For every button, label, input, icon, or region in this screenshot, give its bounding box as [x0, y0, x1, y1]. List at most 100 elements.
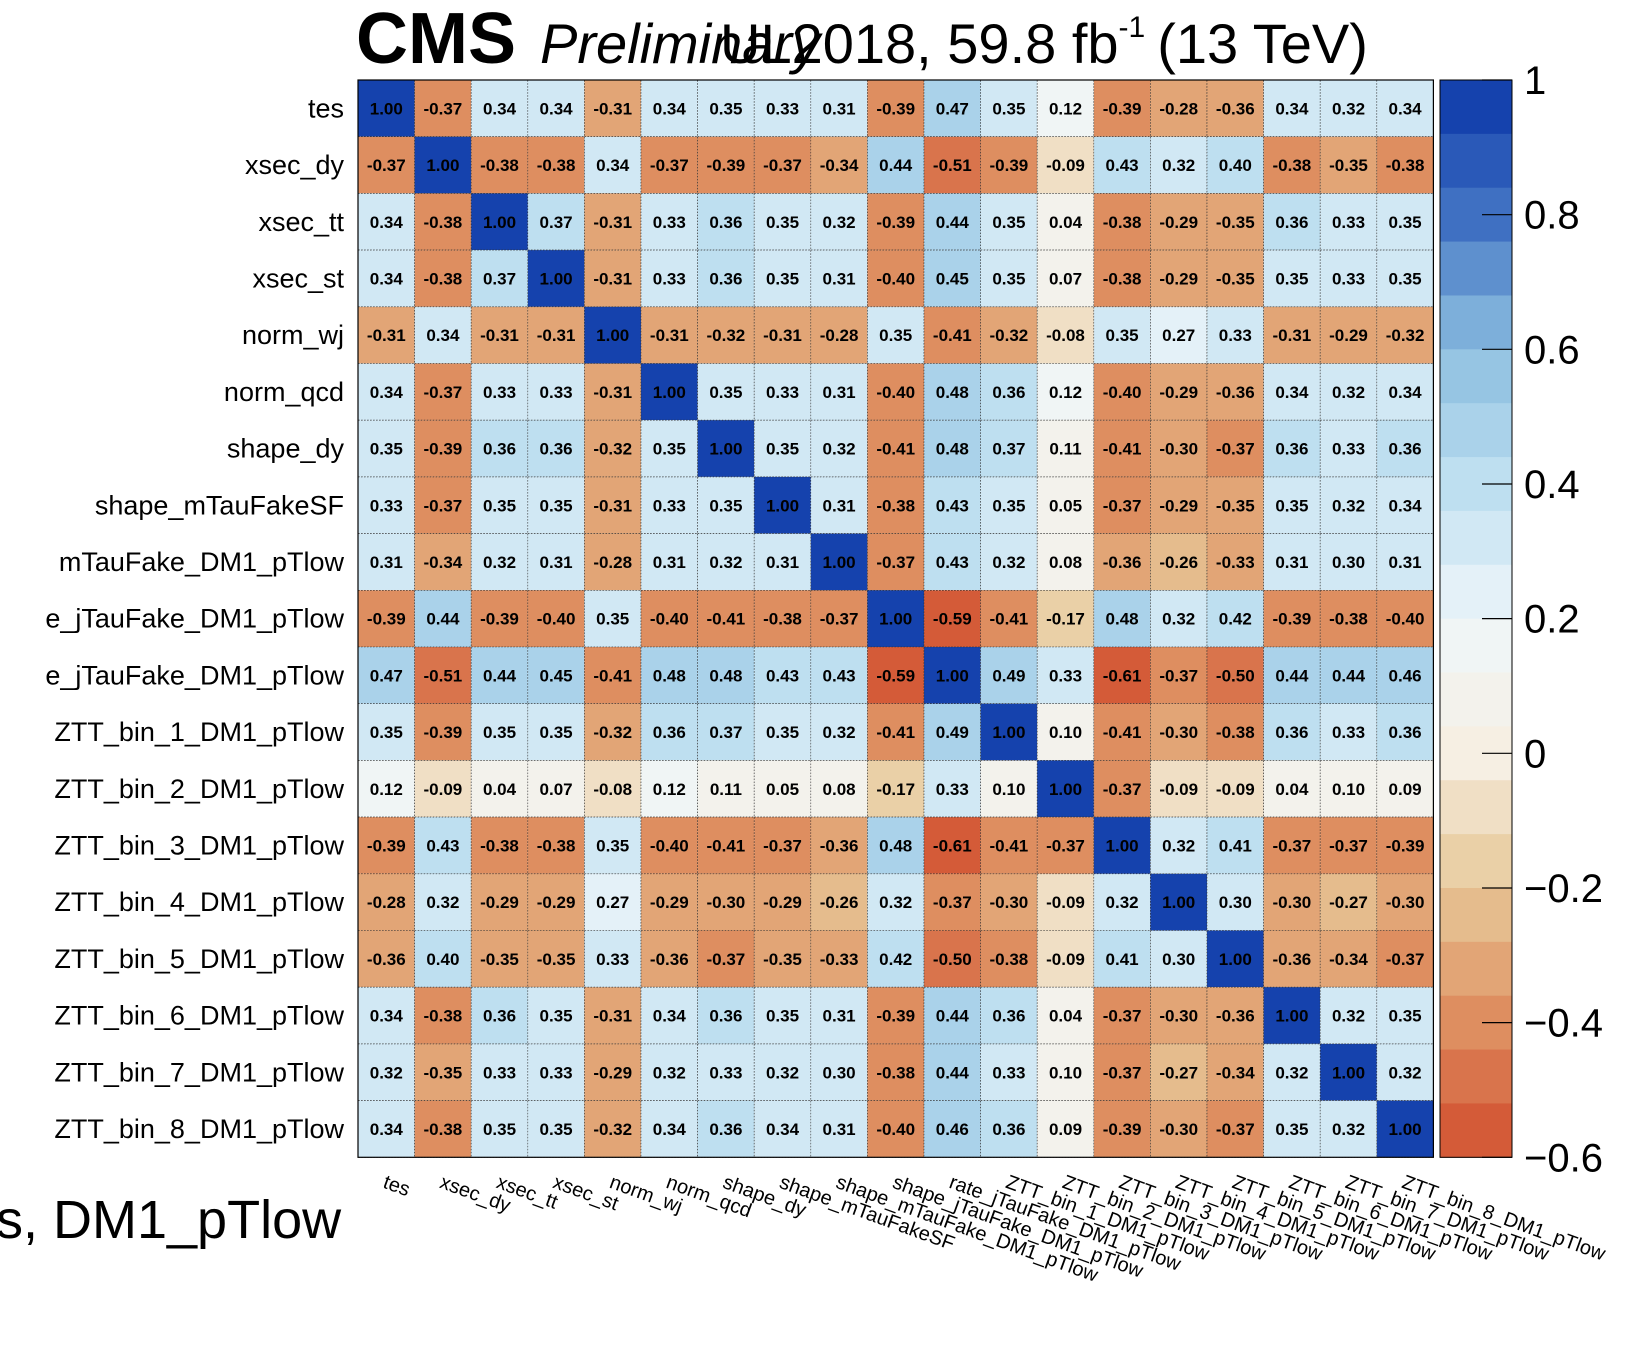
heatmap-cell	[1263, 816, 1321, 875]
y-axis-label: norm_wj	[242, 320, 344, 350]
heatmap-cell	[584, 363, 642, 421]
heatmap-cell	[923, 193, 981, 251]
heatmap-cell	[1376, 249, 1434, 308]
cell-value-label: -0.17	[1046, 610, 1085, 629]
heatmap-cell	[640, 136, 698, 194]
chart-header: CMS Preliminary UL2018, 59.8 fb-1 (13 TeV…	[356, 0, 1368, 79]
heatmap-cell	[980, 646, 1038, 705]
y-axis-label: ZTT_bin_6_DM1_pTlow	[54, 1001, 344, 1031]
cell-value-label: -0.29	[480, 893, 519, 912]
cell-value-label: 0.44	[483, 666, 517, 685]
cell-value-label: 0.31	[823, 1007, 856, 1026]
cell-value-label: 0.43	[823, 666, 856, 685]
cell-value-label: 0.32	[823, 213, 856, 232]
color-scale-segment	[1440, 564, 1512, 620]
cell-value-label: -0.39	[424, 723, 463, 742]
y-axis-label: tes	[308, 93, 344, 123]
heatmap-cell	[470, 703, 529, 761]
heatmap-cell	[1206, 306, 1264, 364]
cell-value-label: -0.37	[1216, 1120, 1255, 1139]
heatmap-cell	[1376, 1100, 1434, 1158]
heatmap-cell	[584, 249, 642, 308]
cell-value-label: 0.32	[653, 1063, 686, 1082]
heatmap-cell	[414, 589, 472, 648]
cell-value-label: 0.35	[596, 836, 629, 855]
cell-value-label: 0.36	[709, 1007, 742, 1026]
heatmap-cell	[640, 873, 698, 931]
cell-value-label: 1.00	[1106, 836, 1139, 855]
cell-value-label: 1.00	[936, 666, 969, 685]
heatmap-cell	[414, 873, 472, 931]
cell-value-label: -0.33	[1216, 553, 1255, 572]
heatmap-cell	[980, 79, 1038, 138]
heatmap-cell	[1319, 760, 1378, 818]
cell-value-label: -0.39	[480, 610, 519, 629]
heatmap-cell	[1093, 760, 1151, 818]
cell-value-label: 0.32	[709, 553, 742, 572]
cell-value-label: 0.35	[596, 610, 629, 629]
y-axis-label: ZTT_bin_8_DM1_pTlow	[54, 1114, 344, 1144]
cell-value-label: -0.40	[876, 1120, 915, 1139]
cell-value-label: -0.36	[820, 836, 859, 855]
cell-value-label: 0.33	[653, 269, 686, 288]
color-scale-segment	[1440, 403, 1512, 458]
cell-value-label: 0.32	[1332, 1120, 1365, 1139]
cell-value-label: -0.35	[1216, 496, 1255, 515]
y-axis-label: xsec_tt	[258, 207, 344, 237]
cell-value-label: -0.38	[537, 836, 576, 855]
cell-value-label: -0.38	[424, 213, 463, 232]
cell-value-label: 0.35	[1389, 213, 1422, 232]
cell-value-label: -0.32	[593, 440, 632, 459]
cell-value-label: 0.34	[1389, 99, 1423, 118]
heatmap-cell	[640, 419, 698, 478]
cell-value-label: -0.30	[1273, 893, 1312, 912]
cell-value-label: 0.44	[426, 610, 460, 629]
cell-value-label: 0.05	[766, 780, 799, 799]
heatmap-cell	[697, 986, 755, 1045]
cell-value-label: -0.41	[990, 836, 1029, 855]
cell-value-label: 0.09	[1389, 780, 1422, 799]
cell-value-label: 0.36	[992, 1120, 1025, 1139]
heatmap-cell	[527, 589, 585, 648]
heatmap-cell	[1319, 646, 1378, 705]
heatmap-cell	[1319, 249, 1378, 308]
heatmap-cell	[584, 419, 642, 478]
cell-value-label: -0.27	[1159, 1063, 1198, 1082]
cell-value-label: 0.44	[879, 156, 913, 175]
heatmap-cell	[867, 249, 925, 308]
cell-value-label: -0.41	[990, 610, 1029, 629]
heatmap-cell	[1093, 363, 1151, 421]
heatmap-cell	[470, 249, 529, 308]
y-axis-label: shape_mTauFakeSF	[95, 490, 344, 520]
heatmap-cell	[697, 1043, 755, 1101]
heatmap-cell	[867, 589, 925, 648]
heatmap-cell	[1206, 816, 1264, 875]
heatmap-cell	[1263, 136, 1321, 194]
cell-value-label: 1.00	[1049, 780, 1082, 799]
heatmap-cell	[1036, 986, 1095, 1045]
status-label: Preliminary	[540, 12, 823, 75]
cell-value-label: -0.37	[876, 553, 915, 572]
cell-value-label: 0.33	[766, 99, 799, 118]
color-scale-segment	[1440, 295, 1512, 350]
cell-value-label: 0.40	[426, 950, 459, 969]
cell-value-label: -0.40	[537, 610, 576, 629]
cell-value-label: -0.38	[1216, 723, 1255, 742]
heatmap-cell	[980, 760, 1038, 818]
cell-value-label: -0.50	[1216, 666, 1255, 685]
cell-value-label: 1.00	[823, 553, 856, 572]
cell-value-label: 1.00	[370, 99, 403, 118]
color-scale-tick-label: −0.4	[1524, 1002, 1603, 1046]
heatmap-cell	[980, 193, 1038, 251]
cell-value-label: 0.32	[1389, 1063, 1422, 1082]
heatmap-cell	[584, 816, 642, 875]
color-scale-segment	[1440, 618, 1512, 674]
cell-value-label: 0.30	[1219, 893, 1252, 912]
cell-value-label: 0.35	[483, 496, 516, 515]
cell-value-label: 0.32	[992, 553, 1025, 572]
cell-value-label: -0.37	[1103, 1063, 1142, 1082]
heatmap-cell	[697, 79, 755, 138]
cell-value-label: 0.12	[1049, 99, 1082, 118]
cell-value-label: -0.29	[1159, 383, 1198, 402]
cell-value-label: 0.45	[936, 269, 969, 288]
